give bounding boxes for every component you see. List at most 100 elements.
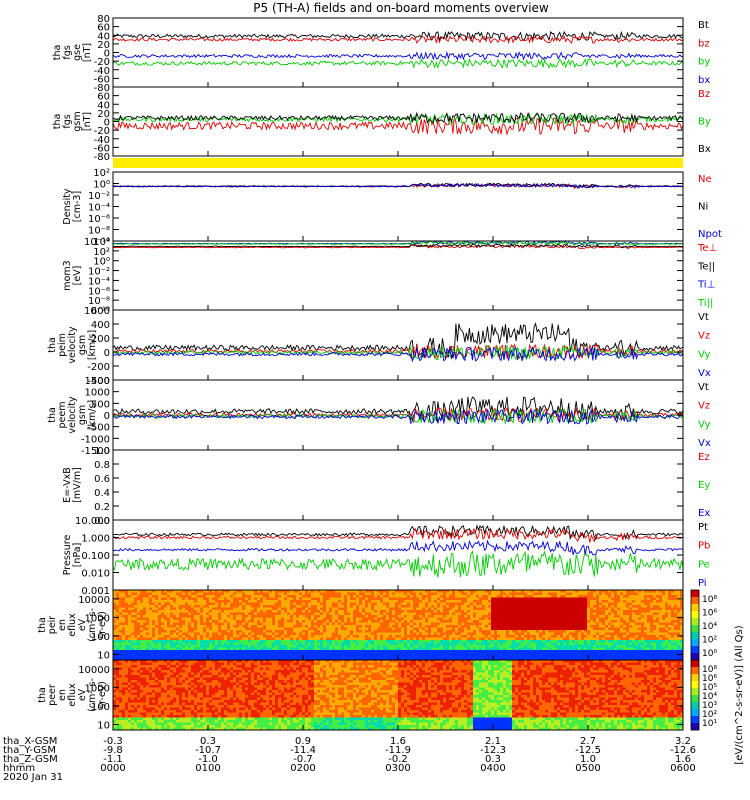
heatmap-cell	[356, 627, 360, 631]
heatmap-cell	[488, 635, 492, 638]
heatmap-cell	[116, 622, 120, 626]
heatmap-cell	[530, 645, 534, 648]
heatmap-cell	[248, 600, 252, 603]
heatmap-cell	[302, 590, 306, 593]
heatmap-cell	[185, 635, 189, 638]
heatmap-cell	[497, 602, 501, 606]
heatmap-cell	[224, 647, 228, 651]
heatmap-cell	[509, 627, 513, 631]
heatmap-cell	[605, 617, 609, 621]
heatmap-cell	[497, 657, 501, 661]
heatmap-cell	[524, 610, 528, 613]
panel-frame	[112, 519, 684, 591]
heatmap-cell	[257, 630, 261, 633]
heatmap-cell	[263, 592, 267, 596]
heatmap-cell	[452, 610, 456, 613]
heatmap-cell	[128, 632, 132, 636]
heatmap-cell	[452, 632, 456, 636]
heatmap-cell	[227, 620, 231, 623]
heatmap-cell	[125, 650, 129, 653]
heatmap-cell	[485, 622, 489, 626]
heatmap-cell	[557, 610, 561, 613]
heatmap-cell	[602, 647, 606, 651]
heatmap-cell	[581, 640, 585, 643]
heatmap-cell	[368, 622, 372, 626]
heatmap-cell	[287, 642, 291, 646]
heatmap-cell	[584, 597, 588, 601]
heatmap-cell	[554, 607, 558, 611]
heatmap-cell	[461, 645, 465, 648]
heatmap-cell	[362, 645, 366, 648]
heatmap-cell	[611, 615, 615, 618]
heatmap-cell	[365, 600, 369, 603]
heatmap-cell	[350, 635, 354, 638]
heatmap-cell	[461, 652, 465, 656]
heatmap-cell	[383, 600, 387, 603]
heatmap-cell	[320, 607, 324, 611]
heatmap-cell	[383, 647, 387, 651]
heatmap-cell	[356, 640, 360, 643]
heatmap-cell	[563, 655, 567, 658]
heatmap-cell	[131, 615, 135, 618]
heatmap-cell	[545, 642, 549, 646]
heatmap-cell	[467, 595, 471, 598]
heatmap-cell	[320, 590, 324, 593]
heatmap-cell	[218, 640, 222, 643]
heatmap-cell	[314, 642, 318, 646]
heatmap-cell	[209, 612, 213, 616]
heatmap-cell	[332, 625, 336, 628]
heatmap-cell	[218, 610, 222, 613]
heatmap-cell	[599, 620, 603, 623]
heatmap-cell	[161, 655, 165, 658]
heatmap-cell	[338, 605, 342, 608]
heatmap-cell	[536, 605, 540, 608]
heatmap-cell	[311, 597, 315, 601]
heatmap-cell	[278, 630, 282, 633]
heatmap-cell	[152, 620, 156, 623]
heatmap-cell	[554, 625, 558, 628]
heatmap-cell	[323, 597, 327, 601]
heatmap-cell	[503, 647, 507, 651]
heatmap-cell	[329, 622, 333, 626]
heatmap-cell	[221, 647, 225, 651]
heatmap-cell	[461, 622, 465, 626]
heatmap-cell	[329, 605, 333, 608]
heatmap-cell	[272, 647, 276, 651]
heatmap-cell	[221, 642, 225, 646]
heatmap-cell	[542, 610, 546, 613]
heatmap-cell	[545, 617, 549, 621]
heatmap-cell	[200, 612, 204, 616]
heatmap-cell	[311, 607, 315, 611]
heatmap-cell	[341, 610, 345, 613]
heatmap-cell	[230, 632, 234, 636]
heatmap-cell	[518, 640, 522, 643]
heatmap-cell	[584, 637, 588, 641]
heatmap-cell	[554, 610, 558, 613]
heatmap-cell	[119, 612, 123, 616]
heatmap-cell	[575, 645, 579, 648]
heatmap-cell	[284, 632, 288, 636]
panel-3: 10²10⁰10⁻²10⁻⁴10⁻⁶10⁻⁸10⁻¹⁰Density[cm-3]…	[62, 168, 722, 248]
heatmap-cell	[458, 605, 462, 608]
heatmap-cell	[176, 657, 180, 661]
heatmap-cell	[581, 657, 585, 661]
heatmap-cell	[518, 637, 522, 641]
heatmap-cell	[245, 637, 249, 641]
heatmap-cell	[140, 647, 144, 651]
heatmap-cell	[215, 655, 219, 658]
heatmap-cell	[557, 617, 561, 621]
heatmap-cell	[146, 620, 150, 623]
heatmap-cell	[392, 595, 396, 598]
heatmap-cell	[479, 612, 483, 616]
heatmap-cell	[311, 595, 315, 598]
heatmap-cell	[296, 635, 300, 638]
heatmap-cell	[500, 602, 504, 606]
heatmap-cell	[392, 615, 396, 618]
heatmap-cell	[182, 642, 186, 646]
heatmap-cell	[503, 590, 507, 593]
heatmap-cell	[578, 607, 582, 611]
heatmap-cell	[599, 610, 603, 613]
heatmap-cell	[323, 632, 327, 636]
heatmap-cell	[518, 617, 522, 621]
heatmap-cell	[584, 650, 588, 653]
